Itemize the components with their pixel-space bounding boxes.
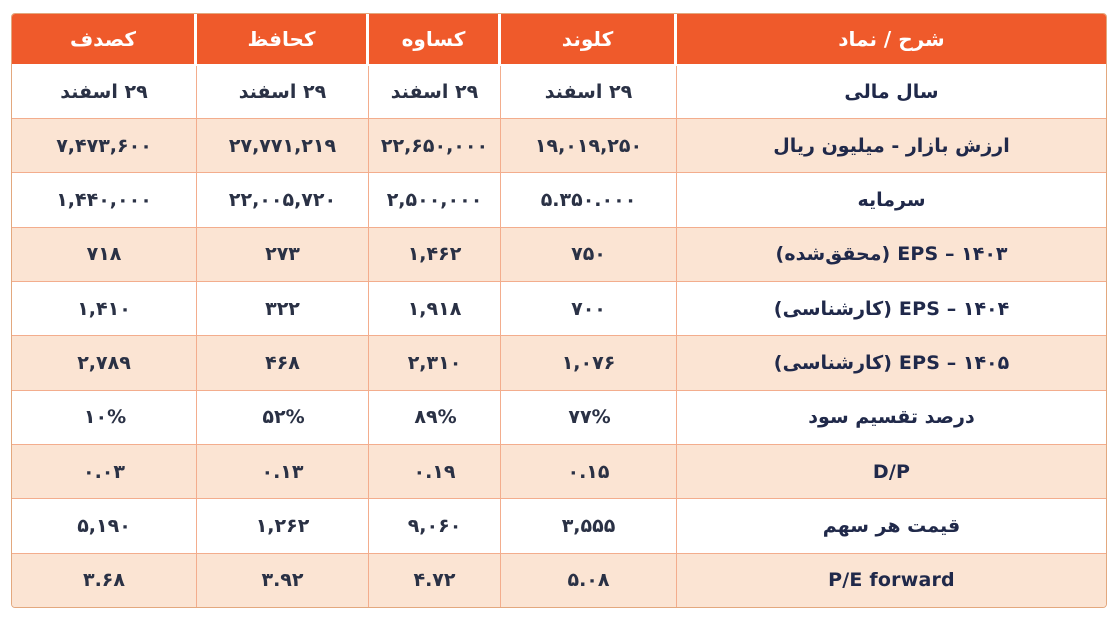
table-cell: ۳.۶۸ bbox=[12, 552, 197, 607]
row-dividend-percent: درصد تقسیم سود ۷۷% ۸۹% ۵۲% ۱۰% bbox=[12, 389, 1106, 444]
row-label: سال مالی bbox=[677, 66, 1106, 118]
row-eps-1403: ۱۴۰۳ – EPS (محقق‌شده) ۷۵۰ ۱,۴۶۲ ۲۷۳ ۷۱۸ bbox=[12, 226, 1106, 281]
table-cell: ۲۹ اسفند bbox=[197, 66, 369, 118]
table-cell: ۰.۱۵ bbox=[501, 443, 677, 499]
table-cell: ۲۹ اسفند bbox=[501, 66, 677, 118]
table-cell: ۵۲% bbox=[197, 389, 369, 444]
row-capital: سرمایه ۵.۳۵۰.۰۰۰ ۲,۵۰۰,۰۰۰ ۲۲,۰۰۵,۷۲۰ ۱,… bbox=[12, 172, 1106, 227]
row-label: ۱۴۰۵ – EPS (کارشناسی) bbox=[677, 335, 1106, 390]
row-share-price: قیمت هر سهم ۳,۵۵۵ ۹,۰۶۰ ۱,۲۶۲ ۵,۱۹۰ bbox=[12, 498, 1106, 553]
header-cell-kasaveh: کساوه bbox=[369, 14, 501, 66]
table-cell: ۰.۱۳ bbox=[197, 443, 369, 499]
header-cell-kolvand: کلوند bbox=[501, 14, 677, 66]
row-label: ارزش بازار - میلیون ریال bbox=[677, 117, 1106, 173]
header-cell-kahafez: کحافظ bbox=[197, 14, 369, 66]
table-cell: ۴.۷۲ bbox=[369, 552, 501, 607]
row-market-value: ارزش بازار - میلیون ریال ۱۹,۰۱۹,۲۵۰ ۲۲,۶… bbox=[12, 117, 1106, 173]
table-cell: ۷۷% bbox=[501, 389, 677, 444]
table-cell: ۲,۵۰۰,۰۰۰ bbox=[369, 172, 501, 227]
table-cell: ۱,۴۶۲ bbox=[369, 226, 501, 281]
table-cell: ۳.۹۲ bbox=[197, 552, 369, 607]
table-cell: ۲,۳۱۰ bbox=[369, 335, 501, 390]
row-label: ۱۴۰۳ – EPS (محقق‌شده) bbox=[677, 226, 1106, 281]
table-cell: ۲۷,۷۷۱,۲۱۹ bbox=[197, 117, 369, 173]
row-pe-forward: P/E forward ۵.۰۸ ۴.۷۲ ۳.۹۲ ۳.۶۸ bbox=[12, 552, 1106, 607]
stocks-table: شرح / نماد کلوند کساوه کحافظ کصدف سال ما… bbox=[12, 14, 1106, 607]
table-cell: ۱۰% bbox=[12, 389, 197, 444]
table-cell: ۵.۳۵۰.۰۰۰ bbox=[501, 172, 677, 227]
row-label: D/P bbox=[677, 443, 1106, 499]
row-label: درصد تقسیم سود bbox=[677, 389, 1106, 444]
row-label: قیمت هر سهم bbox=[677, 498, 1106, 553]
table-cell: ۲۹ اسفند bbox=[369, 66, 501, 118]
row-label: ۱۴۰۴ – EPS (کارشناسی) bbox=[677, 280, 1106, 336]
table-header-row: شرح / نماد کلوند کساوه کحافظ کصدف bbox=[12, 14, 1106, 66]
table-cell: ۳,۵۵۵ bbox=[501, 498, 677, 553]
row-label: سرمایه bbox=[677, 172, 1106, 227]
row-fiscal-year: سال مالی ۲۹ اسفند ۲۹ اسفند ۲۹ اسفند ۲۹ ا… bbox=[12, 66, 1106, 118]
table-cell: ۲,۷۸۹ bbox=[12, 335, 197, 390]
table-cell: ۱,۰۷۶ bbox=[501, 335, 677, 390]
table-cell: ۲۹ اسفند bbox=[12, 66, 197, 118]
row-eps-1405: ۱۴۰۵ – EPS (کارشناسی) ۱,۰۷۶ ۲,۳۱۰ ۴۶۸ ۲,… bbox=[12, 335, 1106, 390]
table-cell: ۲۲,۶۵۰,۰۰۰ bbox=[369, 117, 501, 173]
table-cell: ۸۹% bbox=[369, 389, 501, 444]
row-eps-1404: ۱۴۰۴ – EPS (کارشناسی) ۷۰۰ ۱,۹۱۸ ۳۲۲ ۱,۴۱… bbox=[12, 280, 1106, 336]
table-cell: ۱,۴۴۰,۰۰۰ bbox=[12, 172, 197, 227]
table-cell: ۷,۴۷۳,۶۰۰ bbox=[12, 117, 197, 173]
table-cell: ۵.۰۸ bbox=[501, 552, 677, 607]
table-cell: ۱۹,۰۱۹,۲۵۰ bbox=[501, 117, 677, 173]
table-cell: ۱,۴۱۰ bbox=[12, 280, 197, 336]
table-cell: ۷۰۰ bbox=[501, 280, 677, 336]
row-dp-ratio: D/P ۰.۱۵ ۰.۱۹ ۰.۱۳ ۰.۰۳ bbox=[12, 443, 1106, 499]
table-cell: ۱,۲۶۲ bbox=[197, 498, 369, 553]
table-cell: ۹,۰۶۰ bbox=[369, 498, 501, 553]
table-cell: ۵,۱۹۰ bbox=[12, 498, 197, 553]
table-cell: ۷۵۰ bbox=[501, 226, 677, 281]
header-cell-kesadaf: کصدف bbox=[12, 14, 197, 66]
table-cell: ۷۱۸ bbox=[12, 226, 197, 281]
header-cell-description: شرح / نماد bbox=[677, 14, 1106, 66]
table-cell: ۲۷۳ bbox=[197, 226, 369, 281]
financial-comparison-table: شرح / نماد کلوند کساوه کحافظ کصدف سال ما… bbox=[11, 13, 1107, 608]
table-cell: ۳۲۲ bbox=[197, 280, 369, 336]
table-cell: ۰.۱۹ bbox=[369, 443, 501, 499]
row-label: P/E forward bbox=[677, 552, 1106, 607]
table-cell: ۲۲,۰۰۵,۷۲۰ bbox=[197, 172, 369, 227]
table-cell: ۴۶۸ bbox=[197, 335, 369, 390]
table-cell: ۰.۰۳ bbox=[12, 443, 197, 499]
table-cell: ۱,۹۱۸ bbox=[369, 280, 501, 336]
